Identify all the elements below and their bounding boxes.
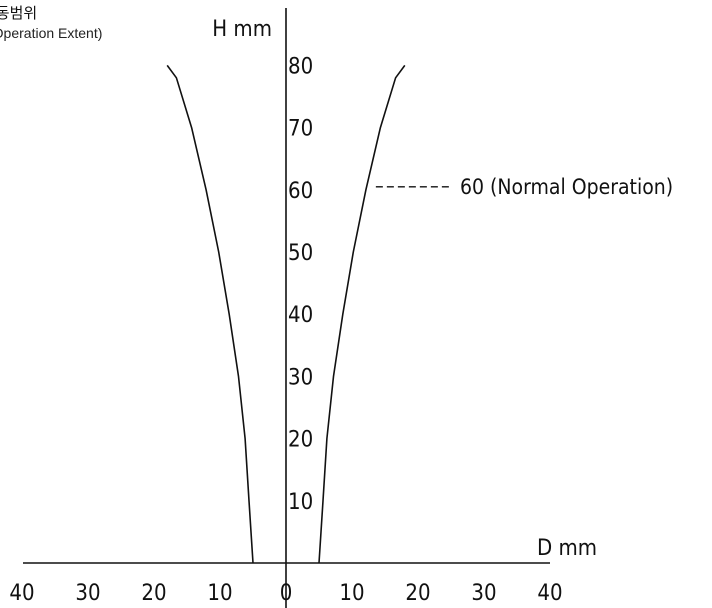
x-tick-label: 40 — [9, 581, 34, 606]
x-tick-label: 10 — [339, 581, 364, 606]
chart-subtitle: (Operation Extent) — [0, 25, 102, 41]
x-tick-labels: 40 30 20 10 0 10 20 30 40 — [9, 581, 562, 606]
y-tick-label: 30 — [288, 365, 313, 390]
x-tick-label: 30 — [75, 581, 100, 606]
chart-title: 작동범위 — [0, 4, 37, 22]
right-extent-curve — [318, 64, 406, 564]
y-tick-label: 80 — [288, 54, 313, 79]
y-tick-label: 70 — [288, 117, 313, 142]
chart-title-block: 작동범위 (Operation Extent) — [0, 4, 102, 41]
y-tick-label: 50 — [288, 241, 313, 266]
x-tick-label: 10 — [207, 581, 232, 606]
y-tick-labels: 10 20 30 40 50 60 70 80 — [288, 54, 313, 514]
operation-extent-curves — [166, 64, 406, 564]
left-extent-curve — [166, 64, 254, 564]
x-axis-title: D mm — [537, 536, 597, 561]
x-tick-label: 30 — [471, 581, 496, 606]
annotation-normal-operation: 60 (Normal Operation) — [460, 175, 673, 199]
y-tick-label: 60 — [288, 179, 313, 204]
y-tick-label: 40 — [288, 303, 313, 328]
y-tick-label: 10 — [288, 490, 313, 515]
x-tick-label: 20 — [405, 581, 430, 606]
x-tick-label: 0 — [280, 581, 293, 606]
y-axis-title: H mm — [212, 17, 272, 42]
y-tick-label: 20 — [288, 428, 313, 453]
chart-annotations: 60 (Normal Operation) — [375, 175, 673, 199]
x-tick-label: 20 — [141, 581, 166, 606]
x-tick-label: 40 — [537, 581, 562, 606]
